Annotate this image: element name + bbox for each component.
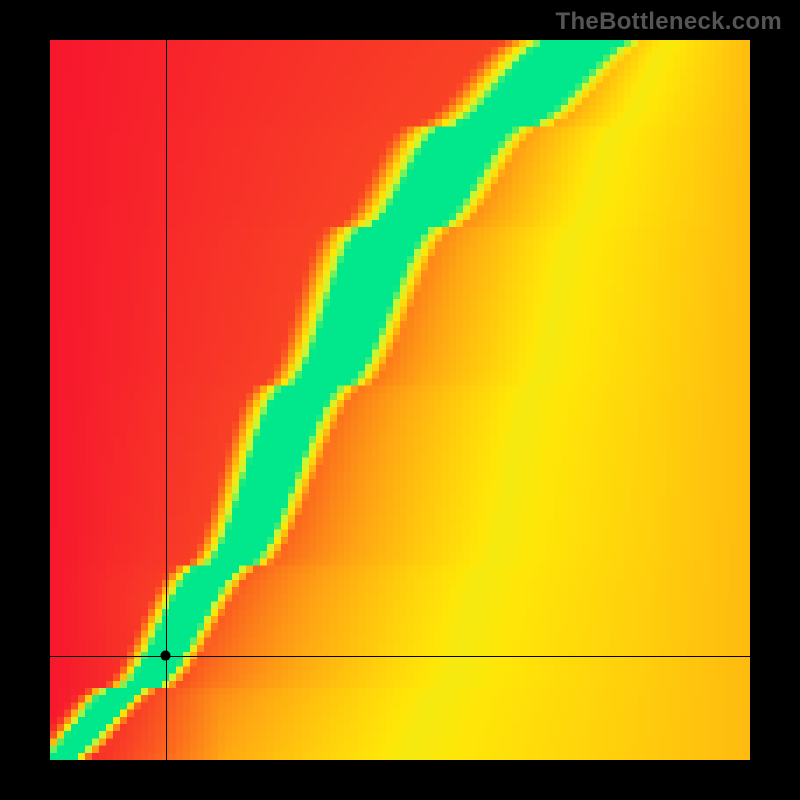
crosshair-overlay <box>50 40 750 760</box>
watermark-text: TheBottleneck.com <box>556 8 782 36</box>
chart-container: TheBottleneck.com <box>0 0 800 800</box>
